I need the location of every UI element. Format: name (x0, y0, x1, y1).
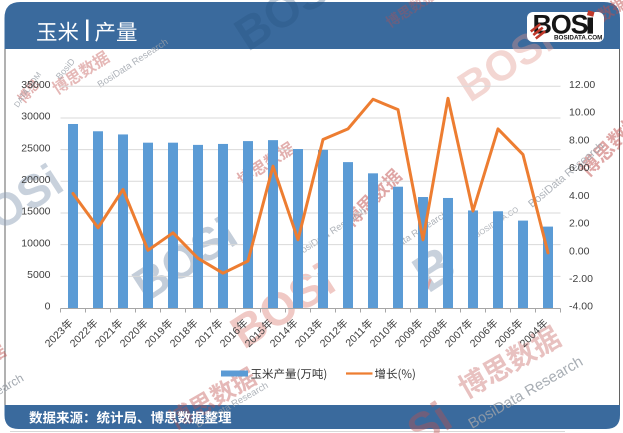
svg-text:0.00: 0.00 (569, 245, 590, 257)
svg-text:10000: 10000 (21, 237, 50, 249)
svg-text:0: 0 (45, 301, 51, 313)
svg-text:10.00: 10.00 (569, 107, 595, 119)
svg-text:BOSIDATA.COM: BOSIDATA.COM (554, 34, 602, 41)
svg-text:12.00: 12.00 (569, 79, 595, 91)
svg-text:15000: 15000 (21, 206, 50, 218)
svg-text:2.00: 2.00 (569, 218, 590, 230)
svg-text:4.00: 4.00 (569, 190, 590, 202)
svg-text:5000: 5000 (27, 269, 51, 281)
svg-text:30000: 30000 (21, 111, 50, 123)
svg-text:25000: 25000 (21, 142, 50, 154)
svg-text:35000: 35000 (21, 79, 50, 91)
svg-text:-2.00: -2.00 (569, 273, 593, 285)
svg-text:8.00: 8.00 (569, 134, 590, 146)
svg-text:-4.00: -4.00 (569, 301, 593, 313)
svg-text:6.00: 6.00 (569, 162, 590, 174)
svg-text:20000: 20000 (21, 174, 50, 186)
